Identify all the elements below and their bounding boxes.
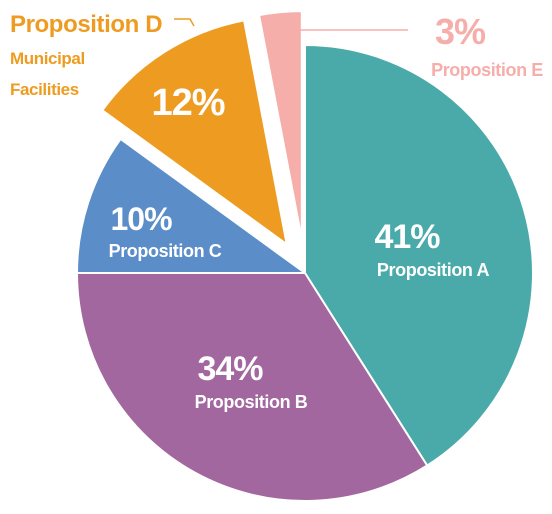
slice-name-label-b: Proposition B [195,392,308,412]
pie-slice-c [76,137,306,274]
leader-line-d [174,18,195,27]
slice-value-label-a: 41% [374,218,440,256]
slice-subtitle-line-1-d: Municipal [10,49,85,68]
slice-value-label-d: 12% [151,82,224,124]
pie-slice-b [76,272,429,502]
slice-name-label-c: Proposition C [109,241,222,261]
slice-name-label-e: Proposition E [431,60,543,80]
pie-slice-e [258,10,303,241]
pie-slices [76,10,534,502]
slice-value-label-b: 34% [197,350,263,388]
slice-value-label-c: 10% [110,201,172,237]
leader-line-e [269,29,408,59]
slice-value-label-e: 3% [435,11,486,52]
slice-name-label-a: Proposition A [377,260,490,280]
slice-subtitle-line-2-d: Facilities [10,80,79,99]
leader-lines [174,18,408,59]
pie-slice-d [101,19,288,246]
slice-name-label-d: Proposition D [10,11,162,38]
pie-slice-a [304,44,534,467]
